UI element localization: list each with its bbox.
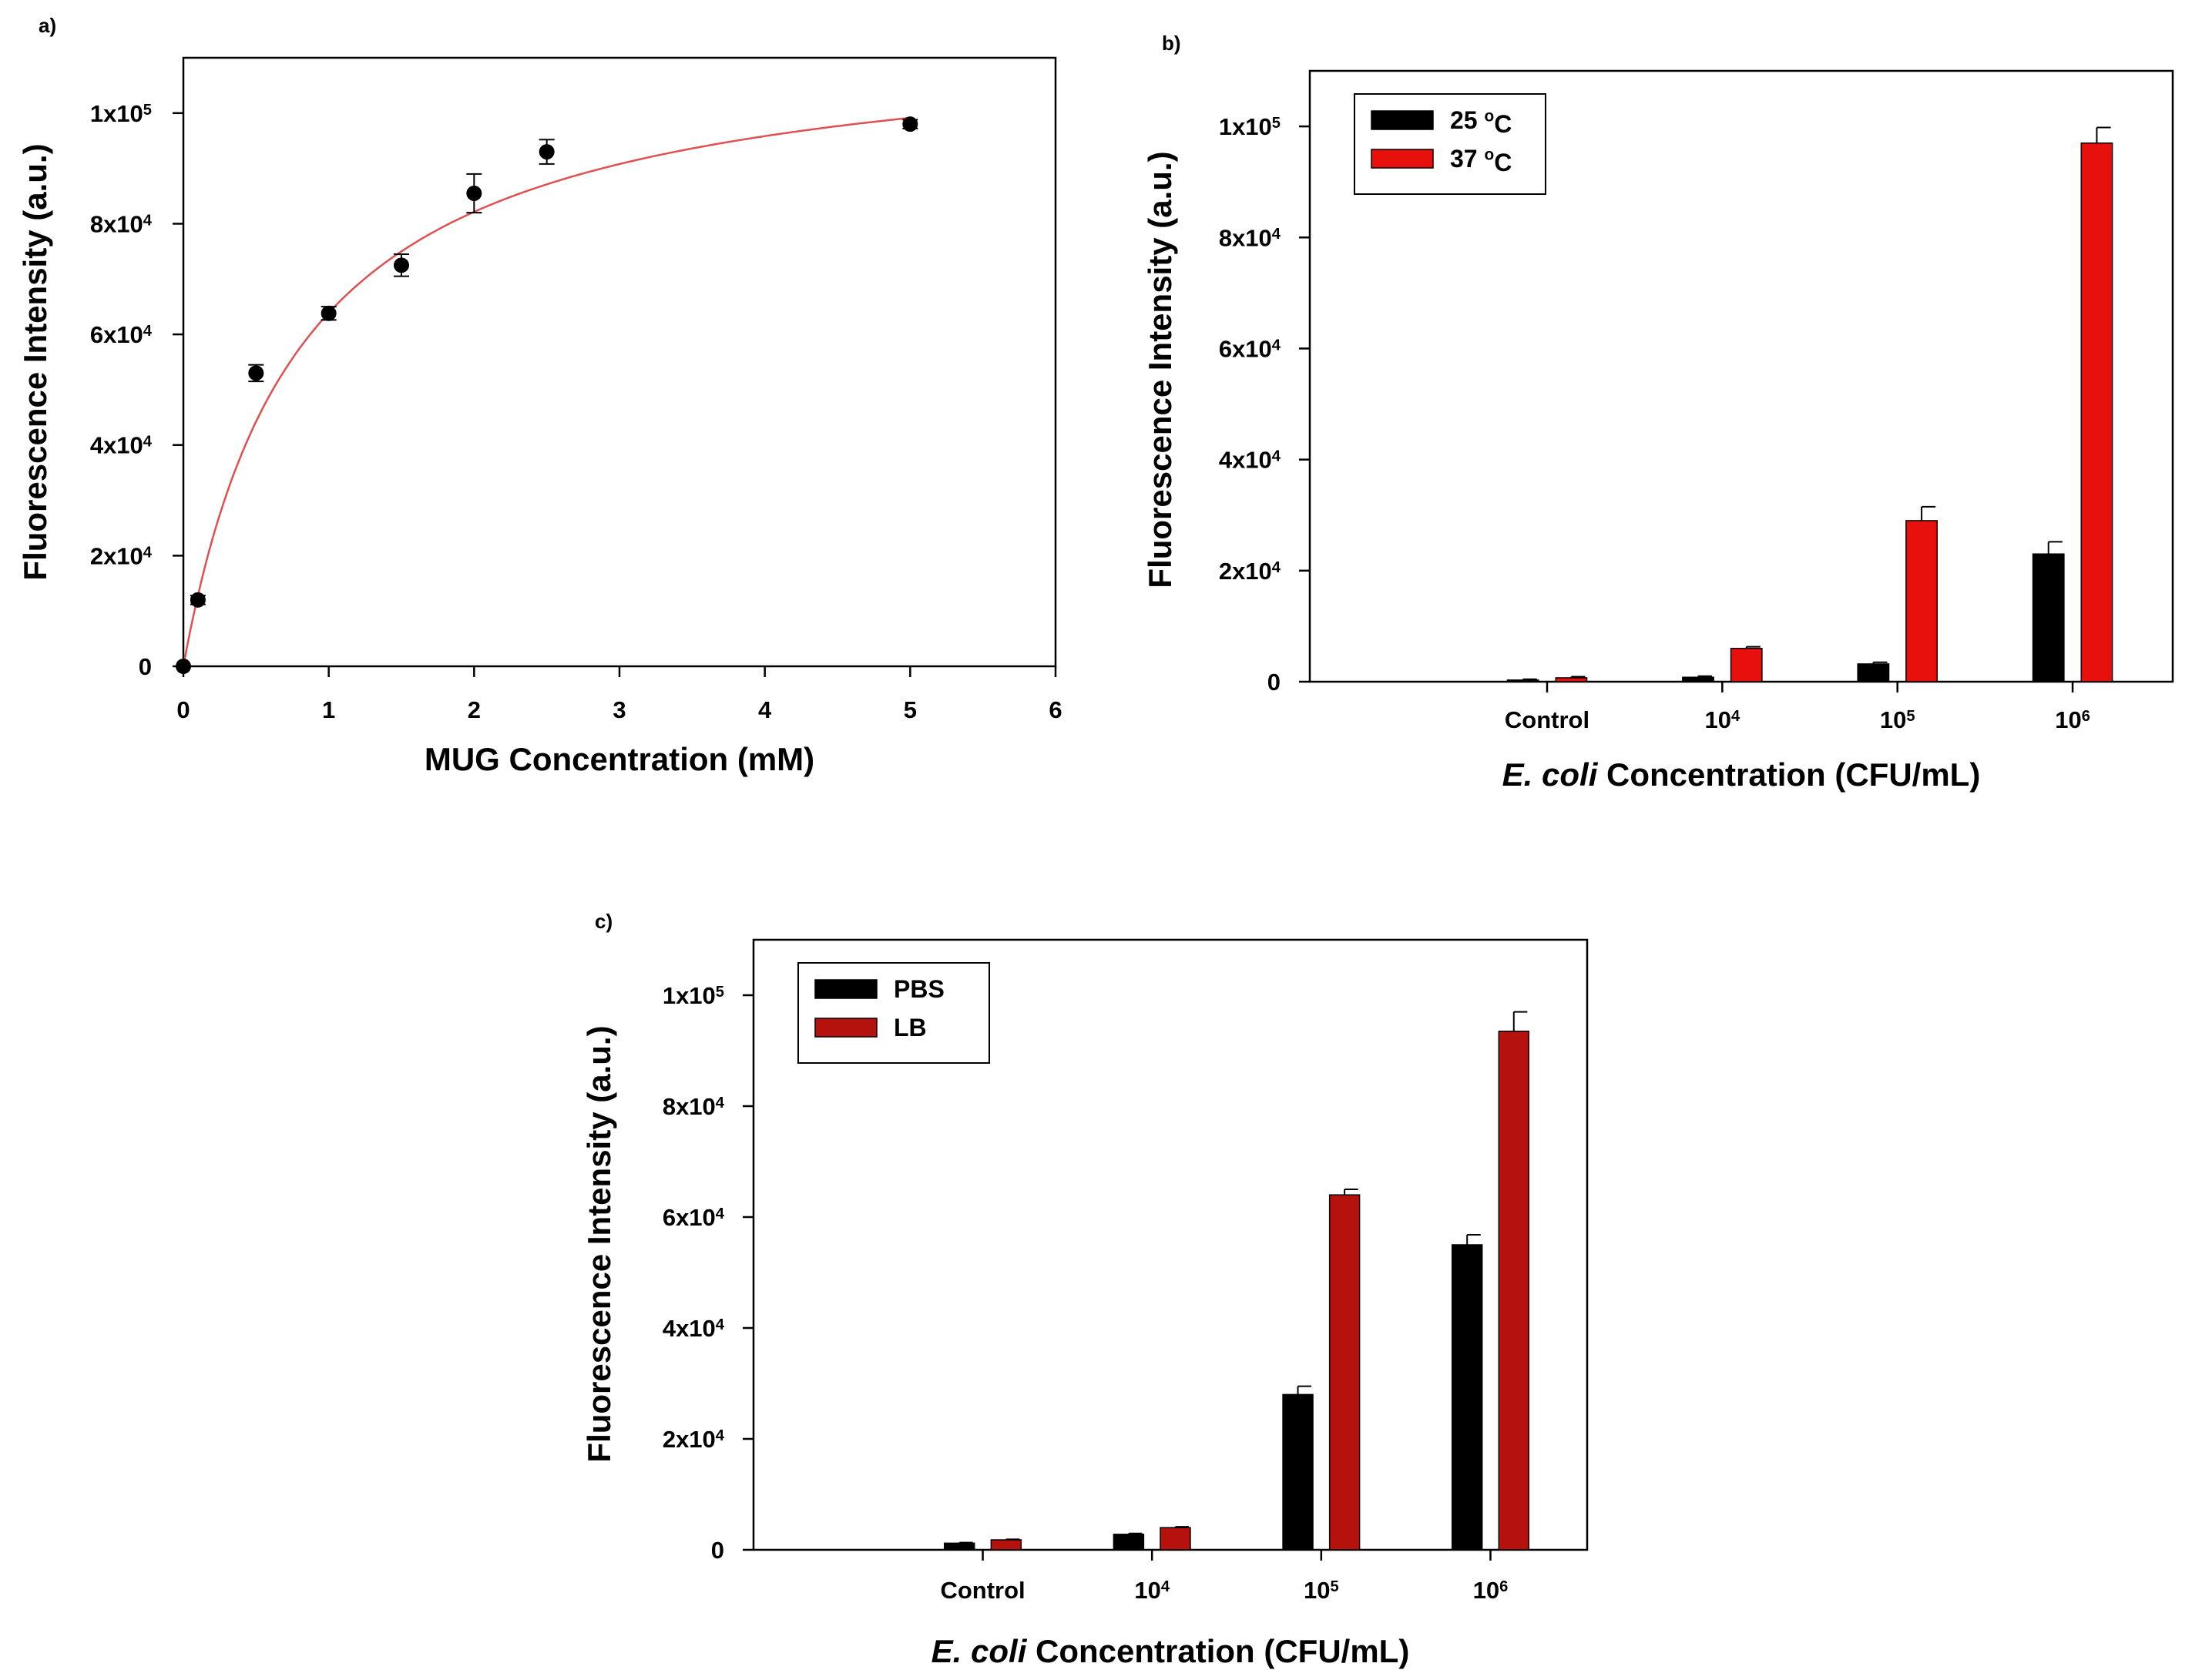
bar: [1282, 1393, 1314, 1551]
x-tick-label: 104: [1134, 1577, 1170, 1604]
y-tick-label: 6x104: [90, 321, 153, 348]
bar: [1857, 663, 1890, 682]
chart-panel-3: c) 0 2x104 4x104 6x104 8x104 1x105 Fluorescence…: [581, 910, 1589, 1669]
chart-panel-2: b) 0 2x104 4x104 6x104 8x104 1x105 Fluorescence…: [1142, 32, 2174, 793]
plot-frame: [182, 56, 1057, 668]
x-tick-label: 106: [1473, 1577, 1509, 1604]
panel-label: c): [595, 910, 613, 933]
legend-label: PBS: [894, 975, 945, 1003]
y-tick-label: 1x105: [90, 100, 152, 127]
x-tick-label: 5: [904, 696, 917, 723]
bar: [1506, 679, 1539, 682]
data-point: [190, 592, 206, 608]
bar: [944, 1542, 975, 1551]
bar: [2032, 553, 2065, 682]
y-axis-title: Fluorescence Intensity (a.u.): [17, 143, 53, 580]
panel-label: b): [1162, 32, 1181, 55]
y-tick-label: 6x104: [1219, 335, 1281, 362]
bar: [1328, 1194, 1361, 1551]
y-tick-label: 4x104: [90, 432, 153, 459]
x-tick-label: 105: [1880, 706, 1915, 733]
y-tick-label: 1x105: [663, 982, 724, 1009]
bar: [1451, 1244, 1483, 1551]
x-axis-title: E. coli Concentration (CFU/mL): [1502, 756, 1981, 793]
x-tick-label: 3: [613, 696, 626, 723]
y-tick-label: 0: [139, 653, 152, 680]
bar: [1555, 677, 1588, 682]
x-axis-title: MUG Concentration (mM): [425, 741, 814, 777]
legend: 25 oC 37 oC: [1354, 93, 1546, 195]
data-point: [176, 659, 191, 674]
bar: [990, 1539, 1022, 1551]
y-tick-label: 8x104: [90, 210, 153, 237]
y-tick-label: 2x104: [90, 542, 153, 569]
y-axis-title: Fluorescence Intensity (a.u.): [1142, 151, 1178, 588]
legend-swatch: [814, 979, 878, 999]
x-tick-label: 2: [468, 696, 481, 723]
y-tick-label: 8x104: [663, 1093, 725, 1120]
y-tick-label: 4x104: [663, 1315, 725, 1342]
y-tick-label: 6x104: [663, 1204, 725, 1231]
x-tick-label: 105: [1304, 1577, 1339, 1604]
bar: [1682, 676, 1714, 682]
bar: [1905, 520, 1938, 682]
panel-label: a): [39, 14, 56, 37]
legend-swatch: [1371, 110, 1434, 130]
data-point: [394, 257, 409, 273]
data-point: [539, 144, 555, 160]
x-tick-label: Control: [1505, 706, 1589, 733]
data-point: [321, 305, 337, 321]
data-point: [466, 185, 482, 201]
fit-curve: [182, 116, 911, 667]
bar: [2080, 142, 2113, 682]
y-tick-label: 8x104: [1219, 224, 1281, 251]
legend-label: 37 oC: [1450, 145, 1512, 176]
x-tick-label: 6: [1049, 696, 1062, 723]
legend: PBS LB: [797, 962, 990, 1064]
legend-label: LB: [894, 1014, 927, 1041]
y-tick-label: 0: [711, 1537, 724, 1564]
x-tick-label: 1: [322, 696, 335, 723]
x-tick-label: 104: [1705, 706, 1740, 733]
data-point: [902, 116, 918, 132]
chart-panel-1: a) 0 2x104 4x104 6x104 8x104 1x105 Fluorescence…: [17, 14, 1062, 777]
y-axis-title: Fluorescence Intensity (a.u.): [581, 1025, 617, 1462]
bar: [1113, 1534, 1145, 1551]
bar: [1160, 1527, 1191, 1551]
x-tick-label: Control: [940, 1577, 1025, 1604]
legend-swatch: [1371, 149, 1434, 169]
bar: [1730, 647, 1763, 682]
x-tick-label: 4: [758, 696, 772, 723]
y-tick-label: 1x105: [1219, 113, 1281, 140]
x-tick-label: 0: [176, 696, 190, 723]
y-tick-label: 2x104: [1219, 558, 1281, 585]
bar: [1498, 1031, 1530, 1551]
legend-label: 25 oC: [1450, 106, 1512, 138]
y-tick-label: 4x104: [1219, 447, 1281, 474]
y-tick-label: 0: [1267, 669, 1281, 696]
y-tick-label: 2x104: [663, 1426, 725, 1453]
data-point: [248, 365, 264, 381]
x-axis-title: E. coli Concentration (CFU/mL): [931, 1633, 1410, 1669]
x-tick-label: 106: [2055, 706, 2090, 733]
legend-swatch: [814, 1018, 878, 1038]
